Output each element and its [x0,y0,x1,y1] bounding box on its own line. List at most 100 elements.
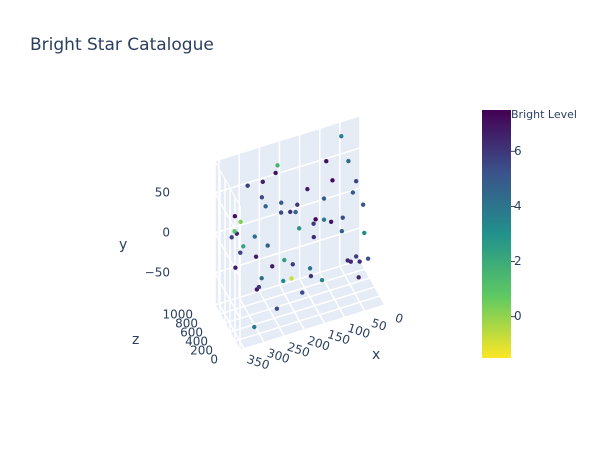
grid-line [234,295,381,342]
colorbar-tick-label: 0 [514,309,522,323]
x-tick-label: 0 [393,311,405,327]
z-tick-label: 1000 [162,308,193,322]
star-point [252,234,257,239]
star-point [265,243,270,248]
star-point [293,209,298,215]
star-point [346,158,351,164]
star-point [229,235,234,240]
y-axis-title: y [119,237,127,253]
grid-line [238,297,265,343]
colorbar-title: Bright Level [511,108,577,121]
grid-line [219,268,366,315]
grid-line [224,277,371,324]
star-point [259,276,264,281]
star-point [356,275,361,280]
x-tick-label: 100 [346,321,372,341]
star-point [233,265,238,270]
grid-line [359,259,386,306]
star-point [305,186,310,192]
star-point [288,209,293,215]
grid-line [214,227,361,274]
star-point [307,266,313,271]
star-point [260,179,265,184]
colorbar-tick-label: 4 [514,199,522,213]
z-axis-title: z [132,332,139,348]
y-tick-label: 0 [162,226,170,240]
star-point [275,163,280,168]
grid-line [298,278,326,325]
z-tick-label: 600 [180,326,203,340]
star-point [278,210,284,215]
star-point [282,257,287,263]
star-point [328,219,334,224]
star-point [339,229,345,234]
z-tick-label: 200 [190,344,213,358]
y-tick-label: 50 [155,186,170,200]
star-point [238,219,243,225]
x-tick-label: 50 [370,316,389,334]
star-point [290,262,295,267]
z-tick-label: 400 [185,335,208,349]
star-point [308,273,314,279]
star-point [296,226,302,231]
star-point [238,250,243,255]
colorbar-tick-label: 2 [514,254,522,268]
star-point [353,254,359,259]
star-point [279,200,284,205]
star-point [330,178,335,183]
star-point [348,259,354,264]
star-point [295,202,300,207]
star-point [253,254,259,259]
x-tick-label: 200 [306,333,332,353]
star-point [256,284,262,290]
star-point [339,133,344,139]
grid-line [214,272,241,319]
star-point [362,230,367,236]
x-tick-label: 300 [265,346,291,366]
star-point [313,217,318,222]
star-point [319,277,325,283]
grid-line [229,286,376,333]
star-point [321,196,327,201]
z-tick-label: 800 [175,317,198,331]
star-point [252,324,257,330]
x-tick-label: 250 [285,340,311,360]
star-point [311,221,316,226]
x-tick-label: 350 [245,352,271,372]
z-tick-label: 0 [210,353,218,367]
star-point [273,170,278,176]
grid-line [339,265,366,312]
star-point [300,290,305,295]
star-point [274,306,280,311]
colorbar [482,110,511,358]
star-point [321,217,327,222]
star-point [289,276,294,281]
grid-line [214,187,361,234]
colorbar-tick-label: 6 [514,144,522,158]
star-point [357,259,362,264]
grid-line [214,259,361,306]
star-point [360,202,366,207]
star-point [263,204,268,209]
star-point [340,215,345,220]
star-point [353,179,359,184]
star-point [245,183,250,188]
chart-title: Bright Star Catalogue [30,35,214,55]
grid-line [258,290,285,337]
star-point [350,190,356,195]
star-point [259,195,265,200]
star-point [232,229,237,234]
grid-line [214,232,241,279]
star-point [232,214,238,219]
star-point [241,244,246,249]
grid-line [214,147,361,194]
y-tick-label: −50 [145,266,170,280]
x-axis-title: x [372,347,380,363]
grid-line [278,284,306,331]
star-point [270,264,275,269]
star-point [311,234,316,240]
star-point [281,278,286,284]
grid-line [239,304,386,351]
star-point [365,256,371,261]
